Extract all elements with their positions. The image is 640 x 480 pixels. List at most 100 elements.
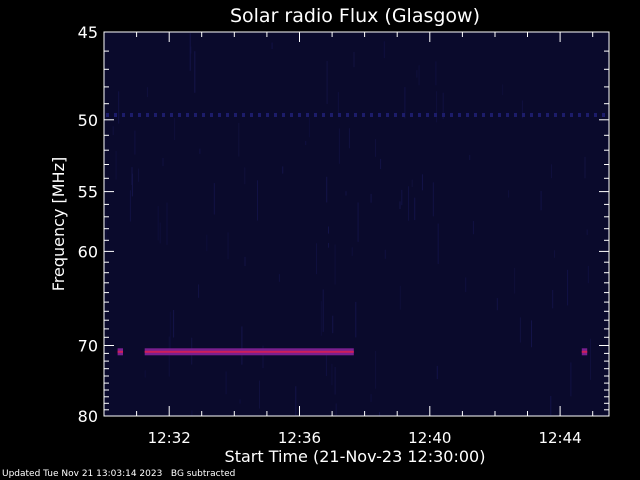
faint-band-segment [594,113,597,117]
x-axis-label: Start Time (21-Nov-23 12:30:00) [225,447,486,466]
noise-streak [519,317,521,343]
noise-streak [508,190,510,198]
noise-streak [134,130,136,155]
noise-streak [401,189,403,206]
noise-streak [325,354,327,376]
noise-streak [357,202,359,242]
noise-streak [326,176,328,203]
noise-streak [322,289,324,332]
noise-streak [435,61,437,86]
y-axis-label: Frequency [MHz] [49,157,68,291]
faint-band-segment [586,113,589,117]
noise-streak [552,290,554,309]
noise-streak [305,141,307,145]
faint-band-segment [370,113,373,117]
x-tick-label: 12:44 [538,429,581,447]
noise-streak [316,243,317,275]
noise-streak [199,148,201,154]
noise-streak [166,202,168,245]
noise-streak [146,87,148,98]
noise-streak [432,182,434,217]
noise-streak [554,250,555,258]
plot-area [103,31,610,417]
noise-streak [540,191,542,211]
noise-streak [379,412,381,416]
faint-band-segment [122,113,125,117]
noise-streak [131,173,133,197]
noise-streak [225,371,227,395]
noise-streak [442,92,444,120]
noise-streak [338,128,340,164]
x-tick-label: 12:36 [278,429,321,447]
noise-streak [106,219,108,242]
faint-band-segment [538,113,541,117]
faint-band-segment [154,113,157,117]
faint-band-segment [498,113,501,117]
faint-band-segment [218,113,221,117]
faint-band-segment [562,113,565,117]
noise-streak [328,226,329,234]
noise-streak [570,362,572,397]
noise-streak [173,310,175,338]
noise-streak [353,52,355,68]
faint-band-segment [282,113,285,117]
faint-band-segment [522,113,525,117]
faint-band-segment [186,113,189,117]
x-tick-label: 12:40 [408,429,451,447]
noise-streak [131,167,133,185]
feature-layer [106,113,605,356]
noise-streak [331,363,333,386]
emission-band-core [581,350,588,353]
faint-band-segment [178,113,181,117]
noise-streak [380,158,382,169]
faint-band-segment [130,113,133,117]
faint-band-segment [234,113,237,117]
y-tick-label: 50 [78,111,98,130]
noise-streak [239,399,241,404]
faint-band-segment [394,113,397,117]
noise-streak [375,351,377,389]
plot-frame [103,31,610,417]
faint-band-segment [146,113,149,117]
faint-band-segment [450,113,453,117]
faint-band-segment [194,113,197,117]
faint-band-segment [482,113,485,117]
noise-streak [138,168,140,182]
noise-streak [118,91,120,124]
faint-band-segment [386,113,389,117]
noise-streak [421,174,423,191]
noise-streak [587,265,589,284]
noise-streak [241,326,243,365]
faint-band-segment [306,113,309,117]
faint-band-segment [346,113,349,117]
footer-status: Updated Tue Nov 21 13:03:14 2023 BG subt… [2,469,235,479]
noise-streak [351,247,353,256]
noise-streak [408,186,410,221]
faint-band-segment [442,113,445,117]
noise-streak [328,243,329,248]
faint-band-segment [474,113,477,117]
faint-band-segment [298,113,301,117]
noise-streak [174,118,176,140]
noise-streak [320,301,322,336]
noise-streak [198,284,200,298]
noise-streak [168,336,170,377]
noise-streak [244,256,246,267]
noise-streak [213,183,215,215]
noise-streak [129,190,131,222]
noise-streak [404,87,406,119]
noise-streak [411,179,413,188]
faint-band-segment [578,113,581,117]
updated-timestamp: Updated Tue Nov 21 13:03:14 2023 [2,469,163,479]
faint-band-segment [330,113,333,117]
noise-streak [227,232,229,260]
faint-band-segment [466,113,469,117]
faint-band-segment [434,113,437,117]
faint-band-segment [362,113,365,117]
faint-band-segment [530,113,533,117]
noise-streak [244,167,246,185]
faint-band-segment [546,113,549,117]
noise-streak [418,65,420,86]
noise-streak [370,193,372,203]
